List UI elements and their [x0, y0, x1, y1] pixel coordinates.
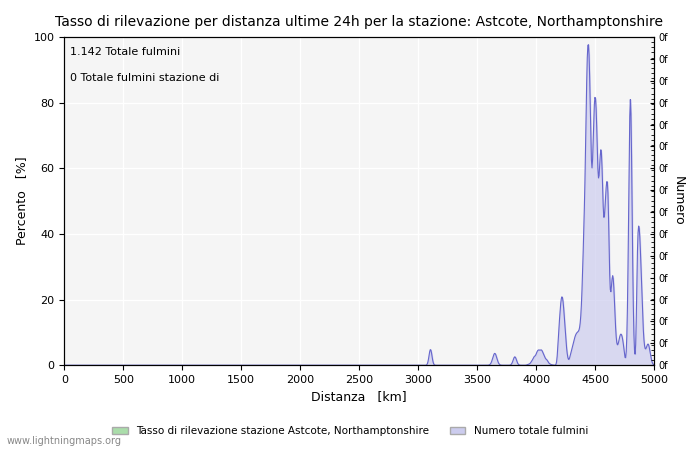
- Tasso di rilevazione stazione Astcote, Northamptonshire: [584, 42, 593, 47]
- Tasso di rilevazione stazione Astcote, Northamptonshire: [520, 363, 528, 368]
- Line: Tasso di rilevazione stazione Astcote, Northamptonshire: Tasso di rilevazione stazione Astcote, N…: [64, 45, 654, 365]
- Tasso di rilevazione stazione Astcote, Northamptonshire: [299, 363, 307, 368]
- Tasso di rilevazione stazione Astcote, Northamptonshire: [650, 362, 658, 368]
- Text: www.lightningmaps.org: www.lightningmaps.org: [7, 436, 122, 446]
- Tasso di rilevazione stazione Astcote, Northamptonshire: [465, 363, 473, 368]
- Y-axis label: Numero: Numero: [672, 176, 685, 226]
- Title: Tasso di rilevazione per distanza ultime 24h per la stazione: Astcote, Northampt: Tasso di rilevazione per distanza ultime…: [55, 15, 663, 29]
- Text: 1.142 Totale fulmini: 1.142 Totale fulmini: [70, 47, 181, 57]
- X-axis label: Distanza   [km]: Distanza [km]: [312, 391, 407, 404]
- Tasso di rilevazione stazione Astcote, Northamptonshire: [320, 363, 328, 368]
- Y-axis label: Percento   [%]: Percento [%]: [15, 157, 28, 246]
- Tasso di rilevazione stazione Astcote, Northamptonshire: [120, 363, 129, 368]
- Legend: Tasso di rilevazione stazione Astcote, Northamptonshire, Numero totale fulmini: Tasso di rilevazione stazione Astcote, N…: [108, 422, 592, 440]
- Tasso di rilevazione stazione Astcote, Northamptonshire: [60, 363, 69, 368]
- Tasso di rilevazione stazione Astcote, Northamptonshire: [531, 353, 539, 359]
- Text: 0 Totale fulmini stazione di: 0 Totale fulmini stazione di: [70, 73, 220, 83]
